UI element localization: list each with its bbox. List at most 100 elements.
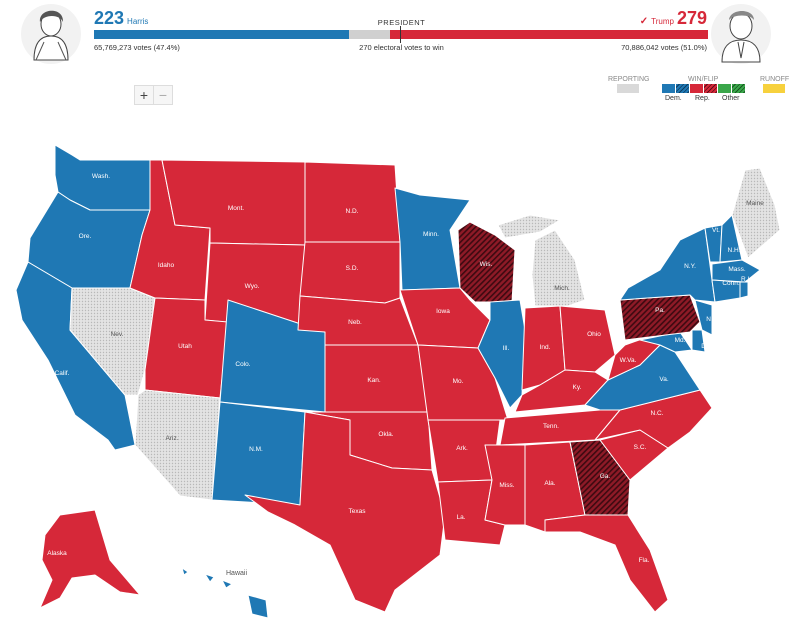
- harris-score: 223 Harris: [94, 8, 151, 29]
- legend-other-label: Other: [722, 95, 740, 102]
- state-mn[interactable]: [394, 187, 471, 291]
- state-nd[interactable]: [304, 161, 401, 243]
- state-label: Colo.: [235, 361, 250, 368]
- rep-win-swatch: [690, 84, 703, 93]
- legend-reporting-title: REPORTING: [608, 76, 650, 83]
- state-oh[interactable]: [559, 305, 616, 373]
- state-az[interactable]: [134, 389, 221, 501]
- state-mo[interactable]: [417, 344, 509, 421]
- state-label: Va.: [659, 376, 668, 383]
- zoom-controls: + −: [134, 85, 173, 105]
- state-label: Nev.: [111, 331, 124, 338]
- state-label: Ark.: [456, 445, 468, 452]
- state-label: N.H.: [728, 247, 741, 254]
- state-label: Ind.: [540, 344, 551, 351]
- state-label: La.: [456, 514, 465, 521]
- state-ky[interactable]: [514, 369, 609, 413]
- electoral-vote-bar: [94, 26, 708, 43]
- rep-ev-bar: [389, 30, 708, 39]
- harris-ev: 223: [94, 8, 125, 28]
- state-label: Md.: [675, 337, 686, 344]
- state-fl[interactable]: [544, 514, 669, 613]
- state-ny[interactable]: [619, 227, 716, 303]
- state-pa[interactable]: [619, 294, 701, 341]
- state-label: Fla.: [639, 557, 650, 564]
- dem-win-swatch: [662, 84, 675, 93]
- state-sd[interactable]: [299, 241, 401, 304]
- state-ma[interactable]: [711, 259, 761, 283]
- state-label: Wash.: [92, 173, 110, 180]
- state-label: Kan.: [367, 377, 381, 384]
- race-label: PRESIDENT: [377, 18, 426, 27]
- state-wi[interactable]: [457, 221, 516, 303]
- state-il[interactable]: [477, 299, 526, 409]
- trump-ev: 279: [676, 8, 707, 28]
- state-label: Ore.: [79, 233, 92, 240]
- state-label: N.C.: [651, 410, 664, 417]
- state-label: Okla.: [378, 431, 393, 438]
- state-label: Utah: [178, 343, 192, 350]
- state-nm[interactable]: [211, 401, 306, 506]
- state-nj[interactable]: [694, 299, 713, 336]
- state-label: Idaho: [158, 262, 175, 269]
- state-de[interactable]: [691, 329, 706, 353]
- trump-popular-vote: 70,886,042 votes (51.0%): [621, 43, 707, 52]
- state-label: W.Va.: [620, 357, 637, 364]
- state-label: Ala.: [544, 480, 555, 487]
- state-label: Mo.: [453, 378, 464, 385]
- state-label: N.J.: [706, 316, 718, 323]
- trump-score: ✓ Trump 279: [640, 8, 707, 29]
- state-label: Wyo.: [245, 283, 260, 290]
- legend-rep-label: Rep.: [695, 95, 710, 102]
- state-label: S.C.: [634, 444, 647, 451]
- hawaii-inset-label: Hawaii: [226, 570, 247, 577]
- state-label: Neb.: [348, 319, 362, 326]
- legend-winflip-title: WIN/FLIP: [688, 76, 719, 83]
- state-label: Ga.: [600, 473, 611, 480]
- harris-popular-vote: 65,769,273 votes (47.4%): [94, 43, 180, 52]
- state-label: Miss.: [499, 482, 514, 489]
- threshold-marker: [400, 26, 401, 43]
- state-label: Tenn.: [543, 423, 559, 430]
- runoff-swatch: [763, 84, 785, 93]
- state-label: Ill.: [503, 345, 510, 352]
- dem-ev-bar: [94, 30, 349, 39]
- state-label: Minn.: [423, 231, 439, 238]
- state-ak[interactable]: [39, 509, 141, 609]
- state-label: Pa.: [655, 307, 665, 314]
- dem-flip-swatch: [676, 84, 689, 93]
- state-hi[interactable]: [181, 567, 269, 619]
- state-label: Mass.: [728, 266, 746, 273]
- state-label: R.I.: [741, 276, 751, 283]
- state-label: Maine: [746, 200, 764, 207]
- state-label: Ariz.: [166, 435, 179, 442]
- state-label: Vt.: [712, 227, 720, 234]
- state-mi[interactable]: [497, 214, 586, 307]
- state-label: Conn.: [722, 280, 740, 287]
- results-header: 223 Harris ✓ Trump 279 PRESIDENT 65,769,273…: [0, 0, 803, 70]
- state-label: N.Y.: [684, 263, 696, 270]
- trump-name: Trump: [651, 17, 674, 26]
- zoom-out-button[interactable]: −: [153, 86, 172, 104]
- state-label: Calif.: [55, 370, 70, 377]
- rep-flip-swatch: [704, 84, 717, 93]
- reporting-swatch: [617, 84, 639, 93]
- state-ri[interactable]: [739, 281, 749, 299]
- to-win-label: 270 electoral votes to win: [359, 43, 444, 52]
- state-label: N.M.: [249, 446, 263, 453]
- other-flip-swatch: [732, 84, 745, 93]
- harris-portrait: [21, 4, 81, 64]
- zoom-in-button[interactable]: +: [135, 86, 153, 104]
- state-label: N.D.: [346, 208, 359, 215]
- harris-name: Harris: [127, 17, 149, 26]
- winner-check-icon: ✓: [639, 16, 649, 27]
- state-label: Alaska: [47, 550, 67, 557]
- state-me[interactable]: [731, 167, 781, 259]
- state-label: Ky.: [573, 384, 582, 391]
- trump-portrait: [711, 4, 771, 64]
- other-win-swatch: [718, 84, 731, 93]
- state-tx[interactable]: [244, 411, 446, 613]
- state-label: Wis.: [480, 261, 493, 268]
- legend-dem-label: Dem.: [665, 95, 682, 102]
